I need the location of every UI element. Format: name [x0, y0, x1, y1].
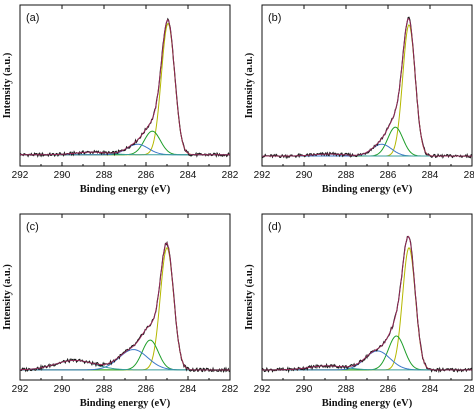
- x-tick-label: 290: [296, 170, 313, 181]
- component-peak-2: [20, 130, 230, 156]
- experimental-spectrum: [261, 16, 473, 160]
- x-tick-label: 290: [296, 384, 313, 395]
- plot-frame: [261, 4, 473, 167]
- x-axis-label: Binding energy (eV): [322, 184, 413, 195]
- x-axis-label: Binding energy (eV): [80, 184, 171, 195]
- component-peak-3: [262, 143, 472, 157]
- x-tick-label: 288: [338, 384, 355, 395]
- y-axis-label: Intensity (a.u.): [2, 264, 13, 330]
- x-tick-label: 284: [422, 384, 439, 395]
- y-axis-label: Intensity (a.u.): [244, 264, 255, 330]
- plot-frame: [261, 213, 473, 381]
- panel-label: (b): [268, 12, 281, 24]
- panel-a: 292 290 288 286 284 282 Binding energy (eV) Int…: [2, 4, 239, 195]
- panel-b: 292 290 288 286 284 282 Binding energy (eV) Int…: [244, 4, 474, 195]
- fitted-envelope: [19, 242, 230, 371]
- x-tick-label: 288: [338, 170, 355, 181]
- plot-frame: [19, 213, 231, 381]
- component-peak-3: [262, 350, 472, 371]
- x-tick-label: 282: [464, 384, 474, 395]
- component-peak-1: [262, 247, 472, 371]
- x-axis-label: Binding energy (eV): [80, 398, 171, 409]
- x-tick-label: 282: [464, 170, 474, 181]
- x-tick-label: 282: [222, 384, 239, 395]
- x-axis-label: Binding energy (eV): [322, 398, 413, 409]
- panel-label: (c): [26, 221, 39, 233]
- y-axis-label: Intensity (a.u.): [244, 52, 255, 118]
- component-peak-2: [262, 335, 472, 371]
- experimental-spectrum: [19, 17, 231, 158]
- x-tick-label: 290: [54, 170, 71, 181]
- fitted-envelope: [262, 235, 472, 371]
- x-tick-label: 290: [54, 384, 71, 395]
- plot-frame: [19, 4, 231, 167]
- x-tick-label: 286: [138, 170, 155, 181]
- x-tick-label: 292: [254, 384, 271, 395]
- fitted-envelope: [262, 18, 472, 157]
- panel-label: (d): [268, 221, 281, 233]
- x-tick-label: 288: [96, 384, 113, 395]
- x-tick-label: 284: [422, 170, 439, 181]
- x-tick-label: 288: [96, 170, 113, 181]
- x-tick-label: 286: [380, 384, 397, 395]
- experimental-spectrum: [261, 235, 473, 374]
- component-peak-1: [20, 22, 230, 156]
- x-tick-label: 292: [12, 384, 29, 395]
- x-tick-label: 284: [180, 384, 197, 395]
- x-tick-label: 282: [222, 170, 239, 181]
- x-tick-label: 286: [380, 170, 397, 181]
- fitted-envelope: [20, 19, 230, 156]
- component-peak-1: [262, 23, 472, 157]
- x-tick-label: 292: [254, 170, 271, 181]
- panel-label: (a): [26, 12, 39, 24]
- panel-c: 292 290 288 286 284 282 Binding energy (eV) Int…: [2, 213, 239, 409]
- x-tick-label: 286: [138, 384, 155, 395]
- x-tick-label: 284: [180, 170, 197, 181]
- panel-d: 292 290 288 286 284 282 Binding energy (eV) Int…: [244, 213, 474, 409]
- x-tick-label: 292: [12, 170, 29, 181]
- y-axis-label: Intensity (a.u.): [2, 52, 13, 118]
